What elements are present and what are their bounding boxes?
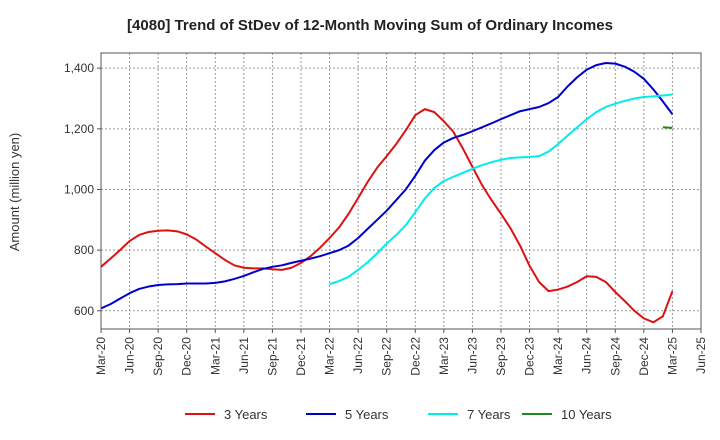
legend-label: 7 Years: [467, 407, 511, 422]
x-tick-label: Mar-22: [323, 337, 337, 375]
series-line-10-years: [662, 126, 673, 129]
chart-title: [4080] Trend of StDev of 12-Month Moving…: [127, 17, 613, 34]
plot-frame: [100, 52, 702, 330]
y-tick-label: 1,200: [64, 122, 94, 136]
y-axis-label: Amount (million yen): [7, 133, 22, 252]
y-tick-label: 1,000: [64, 182, 94, 196]
x-tick-label: Dec-24: [637, 337, 651, 376]
x-tick-label: Jun-25: [694, 337, 708, 374]
x-tick-label: Sep-20: [151, 337, 165, 376]
series-layer: [100, 62, 674, 324]
x-tick-label: Mar-24: [551, 337, 565, 375]
legend: 3 Years 5 Years 7 Years 10 Years: [185, 407, 612, 422]
x-tick-label: Sep-24: [608, 337, 622, 376]
x-tick-label: Dec-23: [523, 337, 537, 376]
series-line-7-years: [329, 93, 673, 286]
y-tick-labels: 600 800 1,000 1,200 1,400: [64, 61, 101, 318]
x-tick-label: Dec-22: [408, 337, 422, 376]
x-tick-labels: Mar-20 Jun-20 Sep-20 Dec-20 Mar-21 Jun-21 Sep-…: [94, 329, 708, 376]
x-tick-label: Jun-22: [351, 337, 365, 374]
y-tick-label: 600: [74, 304, 94, 318]
x-tick-label: Sep-22: [380, 337, 394, 376]
series-line-3-years: [100, 108, 674, 324]
x-tick-label: Mar-23: [437, 337, 451, 375]
x-tick-label: Jun-21: [237, 337, 251, 374]
y-tick-label: 800: [74, 243, 94, 257]
legend-label: 5 Years: [345, 407, 389, 422]
x-tick-label: Jun-20: [123, 337, 137, 374]
x-tick-label: Jun-24: [580, 337, 594, 374]
x-tick-label: Dec-21: [294, 337, 308, 376]
x-tick-label: Mar-21: [208, 337, 222, 375]
x-tick-label: Dec-20: [180, 337, 194, 376]
y-tick-label: 1,400: [64, 61, 94, 75]
legend-label: 10 Years: [561, 407, 612, 422]
x-tick-label: Mar-20: [94, 337, 108, 375]
series-line-5-years: [100, 62, 674, 310]
x-tick-label: Sep-23: [494, 337, 508, 376]
legend-label: 3 Years: [224, 407, 268, 422]
x-tick-label: Mar-25: [665, 337, 679, 375]
x-tick-label: Jun-23: [465, 337, 479, 374]
x-tick-label: Sep-21: [265, 337, 279, 376]
